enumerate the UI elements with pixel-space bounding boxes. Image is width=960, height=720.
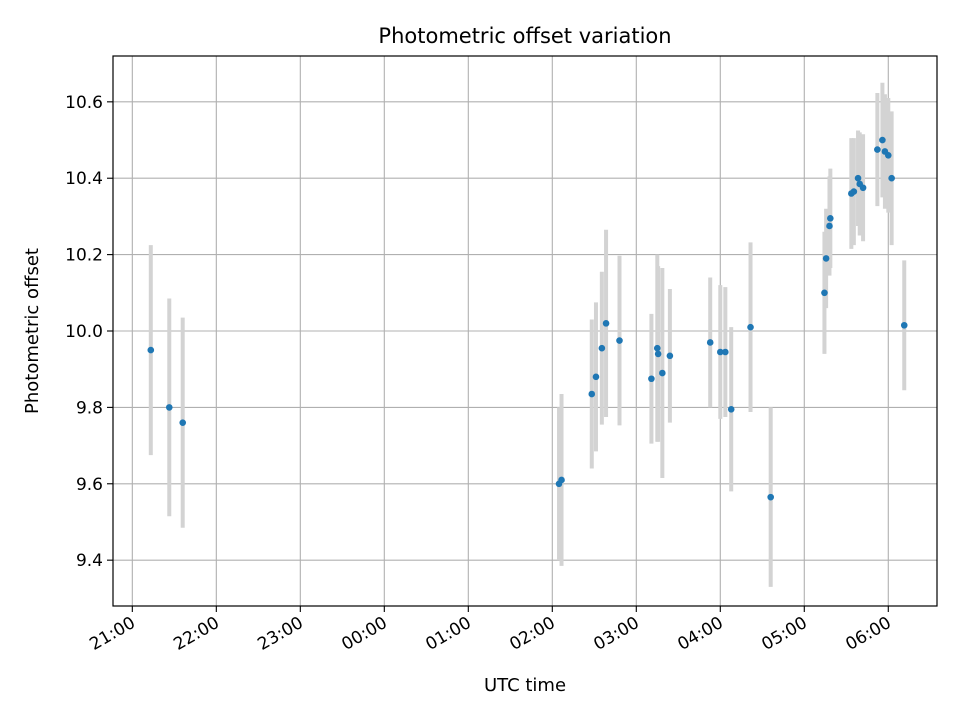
y-tick-label: 10.6	[65, 93, 103, 113]
y-tick-label: 9.8	[76, 398, 103, 418]
y-tick-label: 10.2	[65, 246, 103, 266]
x-tick-label: 04:00	[674, 613, 726, 655]
x-tick-label: 01:00	[422, 613, 474, 655]
data-point	[616, 337, 623, 344]
data-point	[821, 289, 828, 297]
data-point	[592, 373, 600, 381]
x-tick-label: 00:00	[338, 613, 390, 655]
data-point	[822, 255, 830, 262]
x-tick-label: 23:00	[254, 613, 306, 655]
chart-title: Photometric offset variation	[378, 24, 671, 48]
data-point	[722, 348, 729, 356]
grid	[113, 56, 937, 606]
x-tick-label: 06:00	[842, 613, 894, 655]
data-point	[826, 222, 833, 230]
x-tick-label: 22:00	[170, 613, 222, 655]
data-point	[879, 136, 886, 144]
y-tick-label: 10.4	[65, 169, 103, 189]
data-point	[588, 390, 596, 398]
x-axis-label: UTC time	[484, 675, 566, 696]
y-axis-ticks: 9.4 9.6 9.8 10.0 10.2 10.4 10.6	[65, 93, 113, 571]
data-point	[767, 493, 774, 501]
data-point	[716, 348, 724, 356]
data-point	[653, 344, 661, 352]
y-tick-label: 9.6	[76, 475, 103, 495]
error-bars	[148, 82, 907, 587]
data-point	[850, 188, 858, 195]
data-point	[827, 215, 834, 222]
data-point	[598, 344, 606, 352]
x-tick-label: 05:00	[758, 613, 810, 655]
data-point	[854, 174, 862, 182]
data-point	[727, 405, 735, 413]
data-point	[666, 352, 674, 360]
data-point	[859, 184, 867, 192]
data-point	[659, 369, 666, 377]
data-point	[706, 339, 714, 346]
data-point	[165, 404, 173, 411]
x-tick-label: 21:00	[86, 613, 138, 655]
data-point	[747, 323, 754, 331]
data-point	[602, 320, 610, 327]
data-point	[648, 375, 655, 383]
data-point	[179, 419, 187, 426]
data-point	[558, 476, 565, 484]
x-tick-label: 03:00	[590, 613, 642, 655]
data-point	[874, 146, 881, 153]
y-tick-label: 9.4	[76, 551, 103, 571]
data-points	[147, 136, 908, 501]
y-axis-label: Photometric offset	[22, 248, 43, 414]
x-tick-label: 02:00	[506, 613, 558, 655]
data-point	[884, 152, 892, 159]
y-tick-label: 10.0	[65, 322, 103, 342]
x-axis-ticks: 21:00 22:00 23:00 00:00 01:00 02:00 03:00 04:00…	[86, 606, 895, 655]
data-point	[147, 346, 155, 354]
data-point	[654, 350, 662, 358]
data-point	[900, 321, 908, 329]
data-point	[888, 174, 895, 182]
